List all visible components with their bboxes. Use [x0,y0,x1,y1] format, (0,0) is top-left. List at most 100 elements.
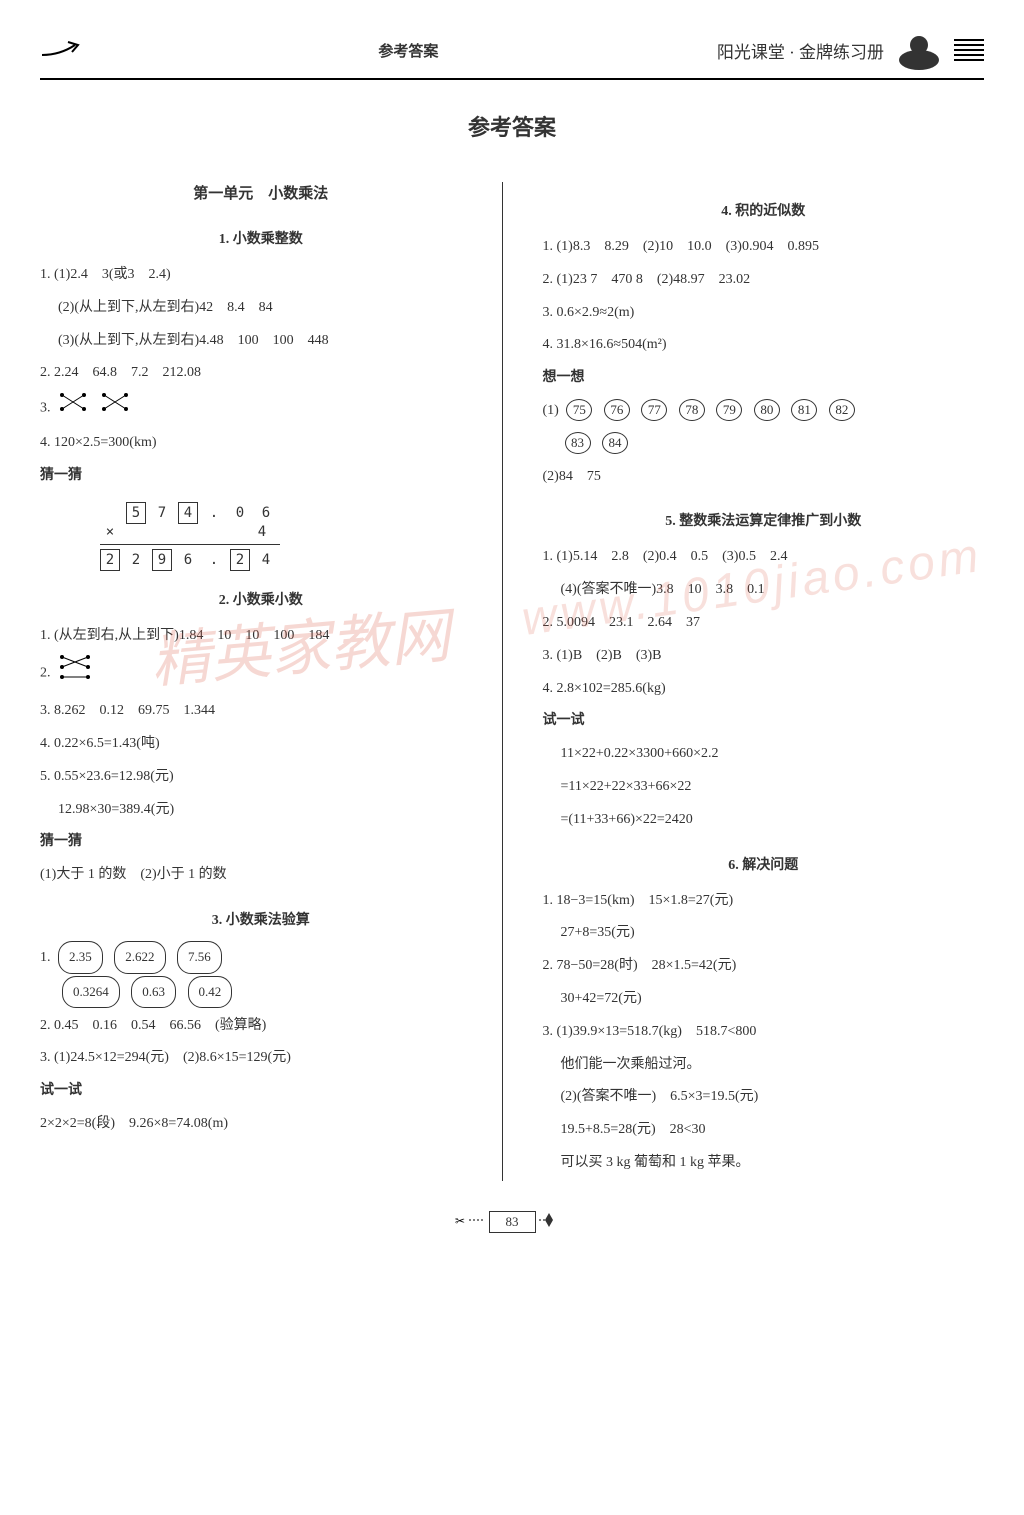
answer-line: 4. 0.22×6.5=1.43(吨) [40,729,482,760]
page-number: 83 [489,1211,536,1233]
answer-line: 1. (1)5.14 2.8 (2)0.4 0.5 (3)0.5 2.4 [543,542,985,573]
oval-value: 0.63 [131,976,176,1009]
digit: 6 [256,505,276,521]
circled-number: 82 [829,399,855,421]
circled-number: 79 [716,399,742,421]
answer-line: 3. 8.262 0.12 69.75 1.344 [40,696,482,727]
answer-line: (1) 75 76 77 78 79 80 81 82 [543,396,985,427]
circled-number: 81 [791,399,817,421]
digit-box: 9 [152,549,172,571]
answer-line: (2)(从上到下,从左到右)42 8.4 84 [40,293,482,324]
person-icon [894,30,944,70]
answer-line: (2)84 75 [543,462,985,493]
answer-line: =(11+33+66)×22=2420 [543,805,985,836]
header-center-title: 参考答案 [378,40,438,61]
answer-line: 3. 0.6×2.9≈2(m) [543,298,985,329]
answer-line: 19.5+8.5=28(元) 28<30 [543,1115,985,1146]
sub-heading: 试一试 [40,1076,482,1107]
page-header: 参考答案 阳光课堂 · 金牌练习册 [40,30,984,80]
circled-number: 76 [604,399,630,421]
answer-line: 4. 31.8×16.6≈504(m²) [543,330,985,361]
sub-heading: 想一想 [543,363,985,394]
left-column: 第一单元 小数乘法 1. 小数乘整数 1. (1)2.4 3(或3 2.4) (… [40,182,503,1181]
section-title: 3. 小数乘法验算 [40,909,482,929]
q-number: 3. [40,401,51,416]
digit: 2 [126,552,146,568]
circled-number: 80 [754,399,780,421]
digit: 4 [252,524,272,540]
main-title: 参考答案 [40,110,984,142]
digit: 7 [152,505,172,521]
right-column: 4. 积的近似数 1. (1)8.3 8.29 (2)10 10.0 (3)0.… [533,182,985,1181]
circled-number: 75 [566,399,592,421]
circled-number: 84 [602,432,628,454]
digit: . [204,552,224,568]
arrow-icon [40,40,100,60]
answer-line: 4. 120×2.5=300(km) [40,428,482,459]
circled-number: 78 [679,399,705,421]
multiplication-diagram: 5 7 4 . 0 6 × 4 2 2 9 6 . 2 4 [100,502,482,571]
answer-line: (1)大于 1 的数 (2)小于 1 的数 [40,860,482,891]
oval-value: 2.35 [58,941,103,974]
circled-number: 77 [641,399,667,421]
digit-box: 5 [126,502,146,524]
header-left [40,40,100,60]
answer-line: 他们能一次乘船过河。 [543,1050,985,1081]
answer-line: =11×22+22×33+66×22 [543,772,985,803]
oval-value: 0.3264 [62,976,120,1009]
answer-line: 0.3264 0.63 0.42 [40,976,482,1009]
answer-line: 11×22+0.22×3300+660×2.2 [543,739,985,770]
scissors-icon: ✂ [455,1211,485,1234]
cross-diagram-icon [58,653,92,694]
section-title: 1. 小数乘整数 [40,228,482,248]
answer-line: (2)(答案不唯一) 6.5×3=19.5(元) [543,1082,985,1113]
content-columns: 第一单元 小数乘法 1. 小数乘整数 1. (1)2.4 3(或3 2.4) (… [40,182,984,1181]
answer-line: (4)(答案不唯一)3.8 10 3.8 0.1 [543,575,985,606]
cross-diagram-icon [58,391,88,426]
answer-line: 1. 2.35 2.622 7.56 [40,941,482,974]
answer-line: 27+8=35(元) [543,918,985,949]
answer-line: 30+42=72(元) [543,984,985,1015]
section-title: 2. 小数乘小数 [40,589,482,609]
page-footer: ✂ 83 [40,1211,984,1234]
sub-heading: 猜一猜 [40,827,482,858]
q-number: 1. [40,950,51,965]
answer-line: 2. 5.0094 23.1 2.64 37 [543,608,985,639]
section-title: 6. 解决问题 [543,854,985,874]
answer-line: 12.98×30=389.4(元) [40,795,482,826]
answer-line: 1. (1)2.4 3(或3 2.4) [40,260,482,291]
answer-line: 4. 2.8×102=285.6(kg) [543,674,985,705]
times-sign: × [100,524,120,540]
answer-line: 3. (1)24.5×12=294(元) (2)8.6×15=129(元) [40,1043,482,1074]
circled-number: 83 [565,432,591,454]
answer-line: 3. (1)B (2)B (3)B [543,641,985,672]
answer-line: 3. [40,391,482,426]
answer-line: 1. (从左到右,从上到下)1.84 10 10 100 184 [40,621,482,652]
answer-line: 3. (1)39.9×13=518.7(kg) 518.7<800 [543,1017,985,1048]
sub-heading: 猜一猜 [40,461,482,492]
svg-text:✂: ✂ [455,1214,465,1228]
answer-line: 2×2×2=8(段) 9.26×8=74.08(m) [40,1109,482,1140]
section-title: 4. 积的近似数 [543,200,985,220]
answer-line: 5. 0.55×23.6=12.98(元) [40,762,482,793]
digit-box: 2 [230,549,250,571]
digit: . [204,505,224,521]
digit-box: 4 [178,502,198,524]
unit-title: 第一单元 小数乘法 [40,182,482,203]
section-title: 5. 整数乘法运算定律推广到小数 [543,510,985,530]
answer-line: 2. 78−50=28(时) 28×1.5=42(元) [543,951,985,982]
answer-line: 可以买 3 kg 葡萄和 1 kg 苹果。 [543,1148,985,1179]
answer-line: 1. 18−3=15(km) 15×1.8=27(元) [543,886,985,917]
answer-line: 2. 0.45 0.16 0.54 66.56 (验算略) [40,1011,482,1042]
sub-heading: 试一试 [543,706,985,737]
answer-line: 2. (1)23 7 470 8 (2)48.97 23.02 [543,265,985,296]
header-right: 阳光课堂 · 金牌练习册 [717,30,984,70]
cross-diagram-icon [100,391,130,426]
answer-line: 2. [40,653,482,694]
division-line [100,544,280,545]
digit: 6 [178,552,198,568]
pinwheel-icon [539,1211,569,1234]
lines-icon [954,36,984,64]
oval-value: 0.42 [188,976,233,1009]
answer-line: 83 84 [543,429,985,460]
